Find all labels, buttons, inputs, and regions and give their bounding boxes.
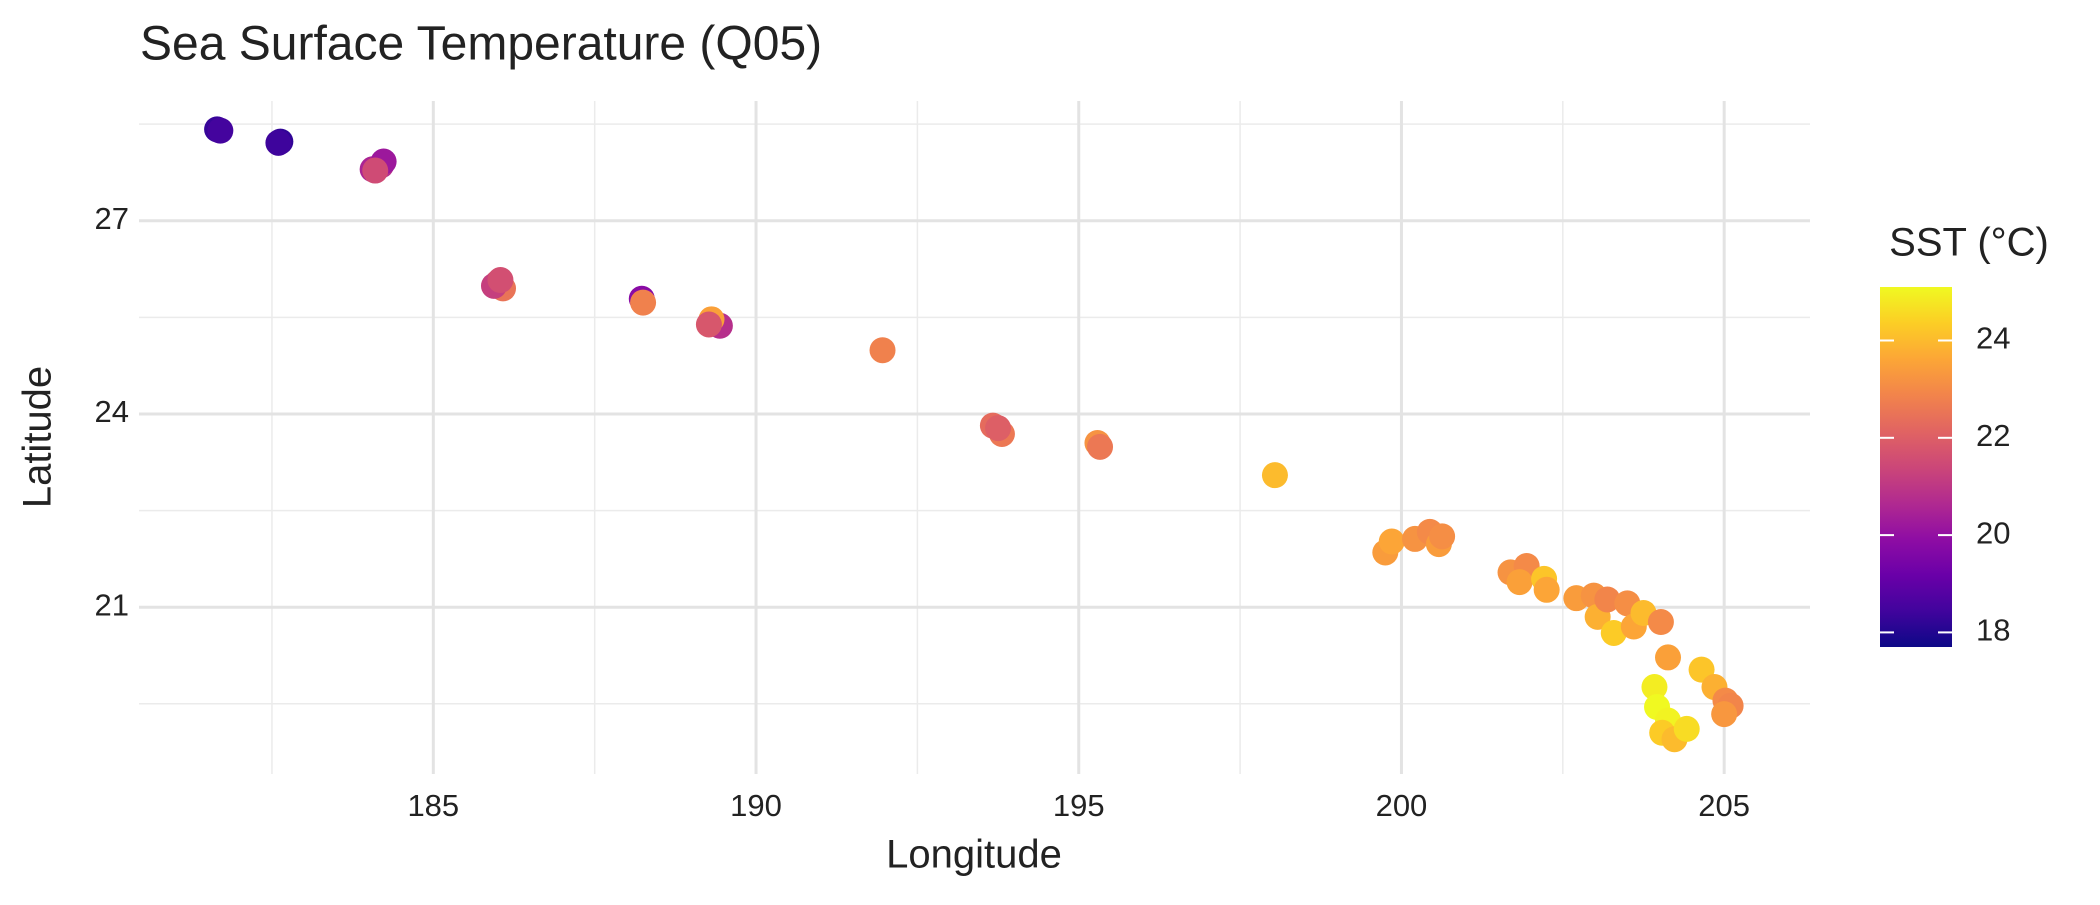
point <box>869 337 896 364</box>
point <box>265 129 292 156</box>
colorbar <box>1880 287 1952 647</box>
point <box>1378 528 1405 555</box>
colorbar-tick-label: 24 <box>1976 321 2010 356</box>
colorbar-tick-label: 22 <box>1976 418 2010 453</box>
y-tick-label: 24 <box>95 394 129 429</box>
y-tick-label: 21 <box>95 587 129 622</box>
point <box>630 289 657 316</box>
x-tick-label: 195 <box>1053 788 1105 823</box>
point <box>695 311 722 338</box>
point <box>1673 715 1700 742</box>
x-tick-label: 190 <box>730 788 782 823</box>
point <box>1641 674 1668 701</box>
point <box>1711 701 1738 728</box>
x-tick-label: 200 <box>1376 788 1428 823</box>
chart-title: Sea Surface Temperature (Q05) <box>140 18 822 71</box>
point <box>1655 644 1682 671</box>
point <box>1087 433 1114 460</box>
point <box>1647 609 1674 636</box>
x-axis-title: Longitude <box>886 833 1062 877</box>
point <box>1506 569 1533 596</box>
point <box>1594 586 1621 613</box>
point <box>1261 462 1288 489</box>
point <box>1429 523 1456 550</box>
x-tick-label: 205 <box>1698 788 1750 823</box>
point <box>985 415 1012 442</box>
colorbar-tick-label: 20 <box>1976 515 2010 550</box>
legend-title: SST (°C) <box>1889 221 2049 265</box>
point <box>1600 619 1627 646</box>
y-axis-title: Latitude <box>16 366 60 508</box>
point <box>362 157 389 184</box>
x-tick-label: 185 <box>407 788 459 823</box>
colorbar-tick-label: 18 <box>1976 613 2010 648</box>
point <box>487 267 514 294</box>
point <box>1533 576 1560 603</box>
y-tick-label: 27 <box>95 201 129 236</box>
point <box>207 117 234 144</box>
